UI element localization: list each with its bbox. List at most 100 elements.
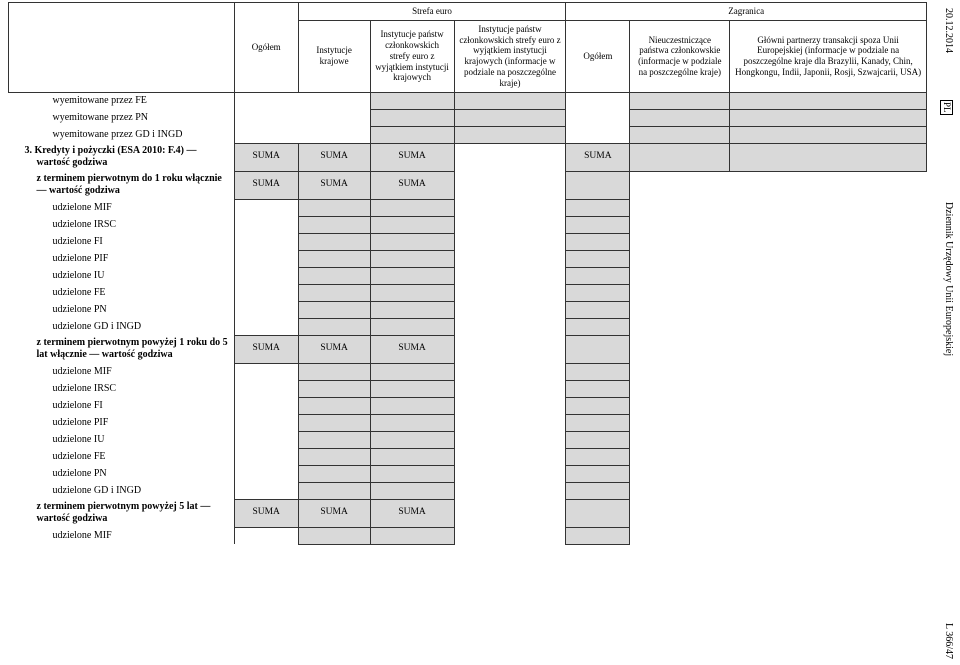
data-cell <box>566 363 630 380</box>
data-cell <box>298 233 370 250</box>
row-fe-2: udzielone FE <box>9 448 235 465</box>
side-page: L 366/47 <box>943 623 954 659</box>
row-emit-pn: wyemitowane przez PN <box>9 109 235 126</box>
row-pn-2: udzielone PN <box>9 465 235 482</box>
data-cell: SUMA <box>234 335 298 363</box>
data-cell: SUMA <box>234 171 298 199</box>
data-cell <box>566 284 630 301</box>
table-row: udzielone MIF <box>9 527 927 544</box>
data-cell <box>370 126 454 143</box>
data-cell <box>454 126 566 143</box>
row-fe: udzielone FE <box>9 284 235 301</box>
data-cell <box>370 448 454 465</box>
data-cell: SUMA <box>234 499 298 527</box>
data-cell: SUMA <box>370 143 454 171</box>
header-total2: Ogółem <box>566 20 630 92</box>
table-row: z terminem pierwotnym do 1 roku włącznie… <box>9 171 927 199</box>
table-row: udzielone MIF <box>9 363 927 380</box>
row-term-5: z terminem pierwotnym powyżej 5 lat — wa… <box>9 499 235 527</box>
table-row: udzielone GD i INGD <box>9 318 927 335</box>
data-cell <box>370 431 454 448</box>
data-cell <box>298 199 370 216</box>
data-table: Ogółem Strefa euro Zagranica Instytucje … <box>8 2 927 545</box>
data-cell <box>298 465 370 482</box>
data-cell: SUMA <box>298 499 370 527</box>
side-date: 20.12.2014 <box>943 8 954 53</box>
data-cell <box>566 465 630 482</box>
data-cell <box>566 318 630 335</box>
data-cell <box>566 482 630 499</box>
header-eurozone: Strefa euro <box>298 3 566 21</box>
row-pn: udzielone PN <box>9 301 235 318</box>
data-cell <box>454 92 566 109</box>
data-cell: SUMA <box>370 499 454 527</box>
table-row: udzielone PN <box>9 301 927 318</box>
data-cell <box>298 284 370 301</box>
data-cell <box>630 92 730 109</box>
data-cell <box>566 499 630 527</box>
table-row: udzielone PN <box>9 465 927 482</box>
data-cell <box>370 284 454 301</box>
data-cell <box>370 527 454 544</box>
data-cell <box>730 126 927 143</box>
data-cell <box>566 431 630 448</box>
table-row: udzielone FI <box>9 397 927 414</box>
header-euro-members-detail: Instytucje państw członkowskich strefy e… <box>454 20 566 92</box>
row-term-1: z terminem pierwotnym do 1 roku włącznie… <box>9 171 235 199</box>
table-row: udzielone FE <box>9 448 927 465</box>
data-cell <box>370 318 454 335</box>
row-iu: udzielone IU <box>9 267 235 284</box>
table-row: wyemitowane przez FE <box>9 92 927 109</box>
row-emit-fe: wyemitowane przez FE <box>9 92 235 109</box>
row-irsc: udzielone IRSC <box>9 216 235 233</box>
data-cell <box>370 216 454 233</box>
data-cell <box>370 397 454 414</box>
data-cell <box>566 267 630 284</box>
data-cell <box>566 216 630 233</box>
row-irsc-2: udzielone IRSC <box>9 380 235 397</box>
data-cell: SUMA <box>370 171 454 199</box>
table-row: udzielone PIF <box>9 250 927 267</box>
data-cell <box>298 363 370 380</box>
data-cell <box>566 250 630 267</box>
data-cell <box>566 414 630 431</box>
data-cell <box>454 109 566 126</box>
data-cell <box>298 414 370 431</box>
table-row: udzielone FI <box>9 233 927 250</box>
data-cell: SUMA <box>298 335 370 363</box>
data-cell <box>370 380 454 397</box>
data-cell <box>298 380 370 397</box>
data-cell <box>370 109 454 126</box>
data-cell <box>566 380 630 397</box>
header-abroad: Zagranica <box>566 3 927 21</box>
data-cell <box>566 397 630 414</box>
data-cell: SUMA <box>298 143 370 171</box>
data-cell <box>566 301 630 318</box>
table-row: udzielone IRSC <box>9 216 927 233</box>
row-iu-2: udzielone IU <box>9 431 235 448</box>
data-cell <box>370 250 454 267</box>
row-section-3: 3. Kredyty i pożyczki (ESA 2010: F.4) — … <box>9 143 235 171</box>
data-cell: SUMA <box>370 335 454 363</box>
side-journal: Dziennik Urzędowy Unii Europejskiej <box>943 202 954 356</box>
header-non-participating: Nieuczestniczące państwa członkowskie (i… <box>630 20 730 92</box>
table-row: udzielone FE <box>9 284 927 301</box>
data-cell: SUMA <box>234 143 298 171</box>
header-main-partners: Główni partnerzy transakcji spoza Unii E… <box>730 20 927 92</box>
table-row: udzielone IRSC <box>9 380 927 397</box>
data-cell: SUMA <box>298 171 370 199</box>
row-pif-2: udzielone PIF <box>9 414 235 431</box>
table-row: udzielone PIF <box>9 414 927 431</box>
data-cell <box>630 126 730 143</box>
data-cell <box>730 92 927 109</box>
data-cell <box>370 414 454 431</box>
row-gd: udzielone GD i INGD <box>9 318 235 335</box>
row-emit-gd: wyemitowane przez GD i INGD <box>9 126 235 143</box>
row-fi: udzielone FI <box>9 233 235 250</box>
data-cell <box>370 267 454 284</box>
data-cell <box>566 233 630 250</box>
data-cell <box>630 109 730 126</box>
data-cell <box>370 233 454 250</box>
table-row: udzielone GD i INGD <box>9 482 927 499</box>
data-cell <box>730 143 927 171</box>
